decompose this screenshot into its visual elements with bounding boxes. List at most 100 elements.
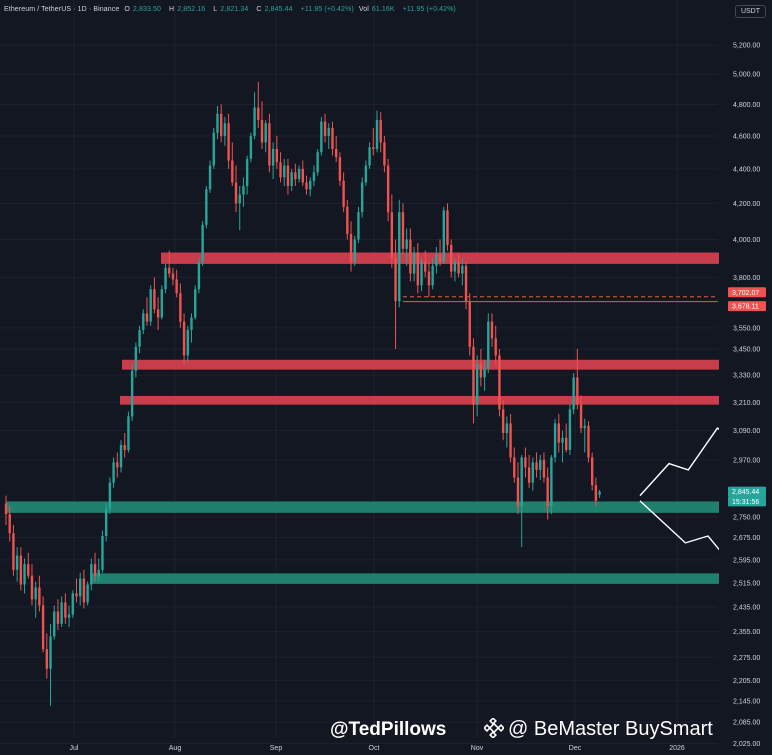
candle-body xyxy=(583,425,586,429)
candle-body xyxy=(231,160,234,183)
candle-body xyxy=(539,459,542,470)
candle-body xyxy=(487,321,490,369)
ohlc-high: H 2,852.16 xyxy=(169,6,206,13)
candle-body xyxy=(60,602,63,624)
candle-body xyxy=(142,313,145,330)
price-tick-label: 2,595.00 xyxy=(733,557,760,564)
price-axis-bg xyxy=(719,0,772,755)
candle-body xyxy=(342,180,345,207)
candle-body xyxy=(483,368,486,378)
candle-body xyxy=(409,239,412,274)
candle-body xyxy=(353,239,356,263)
candle-body xyxy=(490,321,494,339)
candle-body xyxy=(268,123,271,166)
candle-body xyxy=(472,346,475,405)
support-zone xyxy=(6,501,725,513)
candle-body xyxy=(194,289,197,318)
candle-body xyxy=(475,364,479,405)
price-tick-label: 2,085.00 xyxy=(733,719,760,726)
candle-body xyxy=(405,239,408,249)
candle-body xyxy=(557,423,560,443)
candle-body xyxy=(90,564,93,585)
candle-body xyxy=(375,120,379,149)
candle-body xyxy=(227,123,230,161)
price-tick-label: 2,435.00 xyxy=(733,604,760,611)
candle-body xyxy=(23,564,26,585)
candle-body xyxy=(86,584,89,603)
candle-body xyxy=(97,569,100,576)
price-tick-label: 2,145.00 xyxy=(733,698,760,705)
candle-body xyxy=(116,462,119,468)
candle-body xyxy=(401,212,405,249)
candle-body xyxy=(331,127,334,149)
candle-body xyxy=(279,162,282,178)
candle-body xyxy=(216,113,219,133)
candle-body xyxy=(182,321,186,356)
candle-body xyxy=(379,120,382,143)
candle-body xyxy=(565,437,568,450)
price-tick-label: 4,400.00 xyxy=(733,166,760,173)
levels xyxy=(403,296,718,303)
symbol-title: Ethereum / TetherUS · 1D · Binance xyxy=(4,6,120,13)
currency-button[interactable]: USDT xyxy=(734,5,766,18)
candle-body xyxy=(427,271,431,286)
candle-body xyxy=(334,148,338,158)
candle-body xyxy=(594,485,598,501)
candles xyxy=(4,81,601,707)
price-tick-label: 2,355.00 xyxy=(733,629,760,636)
candle-body xyxy=(4,503,8,515)
candle-body xyxy=(450,245,453,272)
price-tag-label: 3,678.11 xyxy=(732,304,759,311)
candle-body xyxy=(553,423,557,458)
candle-body xyxy=(205,189,208,225)
price-tick-label: 2,025.00 xyxy=(733,741,760,748)
time-tick-label: Dec xyxy=(569,745,582,752)
candle-body xyxy=(527,467,531,483)
candle-body xyxy=(153,289,156,310)
price-tick-label: 3,450.00 xyxy=(733,346,760,353)
time-tick-label: Nov xyxy=(471,745,484,752)
candle-body xyxy=(134,346,138,371)
price-tick-label: 2,970.00 xyxy=(733,457,760,464)
candle-body xyxy=(513,457,516,478)
binance-logo-icon xyxy=(484,718,504,738)
candle-body xyxy=(297,168,301,180)
price-tag-bg xyxy=(728,496,766,507)
candle-body xyxy=(438,254,442,263)
candle-body xyxy=(349,233,353,263)
candle-body xyxy=(390,212,394,259)
price-tag-bg xyxy=(728,486,766,497)
price-axis[interactable]: 5,200.00 5,000.00 4,800.00 4,600.00 4,400.00… xyxy=(719,0,772,755)
candle-body xyxy=(34,587,37,600)
candle-body xyxy=(501,409,505,433)
time-axis[interactable]: Jul Aug Sep Oct Nov Dec 2026 xyxy=(70,745,685,752)
candle-body xyxy=(305,182,308,190)
candle-body xyxy=(516,477,520,507)
candle-body xyxy=(38,587,41,606)
candle-body xyxy=(572,377,575,410)
price-tag-bg xyxy=(728,301,766,312)
candle-body xyxy=(249,135,253,159)
candle-body xyxy=(468,301,471,347)
candle-body xyxy=(494,338,497,356)
price-tick-label: 2,275.00 xyxy=(733,655,760,662)
candle-body xyxy=(590,457,594,486)
candle-body xyxy=(453,262,457,272)
candle-body xyxy=(309,180,312,190)
candle-body xyxy=(550,457,553,507)
candle-body xyxy=(368,147,371,166)
price-tag-label: 3,702.07 xyxy=(732,290,759,297)
candle-body xyxy=(264,123,267,143)
volume: Vol 61.16K xyxy=(358,6,395,13)
candle-body xyxy=(186,329,189,356)
watermark-brand: @ BeMaster BuySmart xyxy=(484,718,713,741)
candle-body xyxy=(8,514,11,534)
watermark-handle: @TedPillows xyxy=(330,719,447,740)
candle-body xyxy=(179,293,182,322)
candle-body xyxy=(130,370,134,417)
candle-body xyxy=(245,158,249,186)
time-tick-label: 2026 xyxy=(669,745,685,752)
candle-body xyxy=(171,273,175,280)
